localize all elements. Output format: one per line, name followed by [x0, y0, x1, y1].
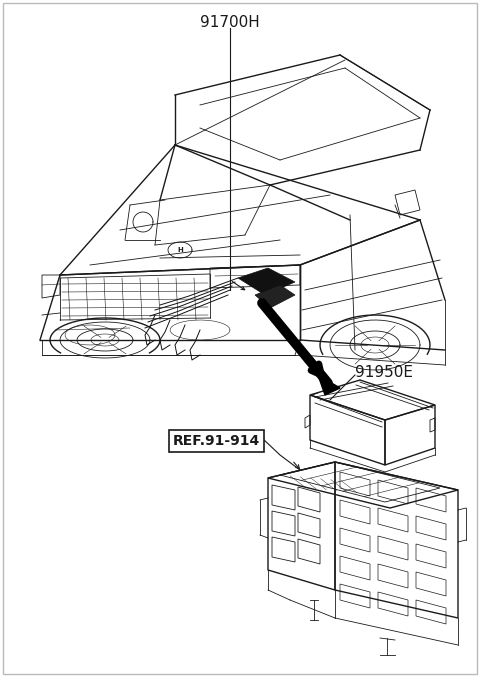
Text: 91950E: 91950E: [355, 365, 413, 380]
Text: H: H: [177, 247, 183, 253]
Text: 91700H: 91700H: [200, 15, 260, 30]
Polygon shape: [238, 268, 295, 295]
Text: REF.91-914: REF.91-914: [173, 434, 260, 448]
Polygon shape: [255, 285, 295, 308]
Polygon shape: [318, 375, 340, 395]
